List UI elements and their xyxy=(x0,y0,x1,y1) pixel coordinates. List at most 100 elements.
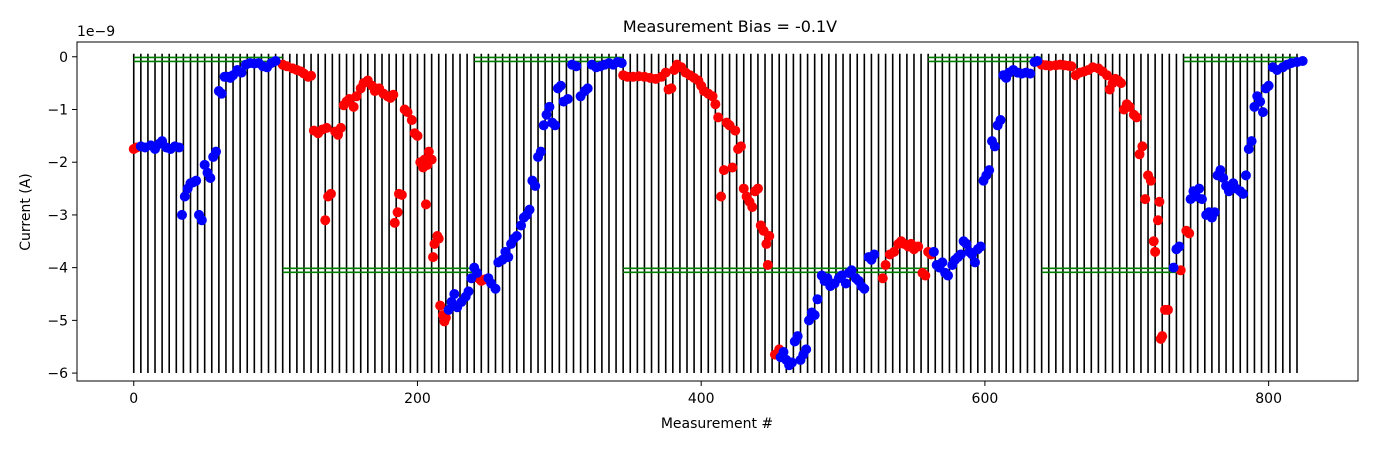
blue-data-point xyxy=(1196,194,1207,205)
y-tick-label: 0 xyxy=(59,50,68,66)
red-data-point xyxy=(1131,112,1142,123)
blue-data-point xyxy=(211,146,222,157)
red-data-point xyxy=(718,165,729,176)
y-tick-label: −1 xyxy=(47,102,68,118)
red-data-point xyxy=(727,162,738,173)
blue-data-point xyxy=(1255,96,1266,107)
blue-data-point xyxy=(216,88,227,99)
blue-data-point xyxy=(270,55,281,66)
blue-data-point xyxy=(840,278,851,289)
blue-data-point xyxy=(846,265,857,276)
blue-data-point xyxy=(1238,188,1249,199)
blue-data-point xyxy=(555,80,566,91)
blue-data-point xyxy=(538,120,549,131)
x-axis-label: Measurement # xyxy=(661,416,773,432)
red-data-point xyxy=(1116,78,1127,89)
red-data-point xyxy=(752,183,763,194)
y-axis-label: Current (A) xyxy=(18,173,34,251)
x-tick-label: 200 xyxy=(404,391,431,407)
red-data-point xyxy=(1148,236,1159,247)
y-tick-label: −2 xyxy=(47,155,68,171)
blue-data-point xyxy=(989,141,1000,152)
red-data-point xyxy=(389,217,400,228)
blue-data-point xyxy=(179,191,190,202)
red-data-point xyxy=(325,188,336,199)
red-data-point xyxy=(402,107,413,118)
red-data-point xyxy=(762,260,773,271)
blue-data-point xyxy=(524,204,535,215)
red-data-point xyxy=(738,183,749,194)
red-data-point xyxy=(716,191,727,202)
red-data-point xyxy=(348,101,359,112)
red-data-point xyxy=(710,99,721,110)
blue-data-point xyxy=(1240,170,1251,181)
blue-data-point xyxy=(943,270,954,281)
blue-data-point xyxy=(205,173,216,184)
plot-frame xyxy=(76,41,1359,382)
blue-data-point xyxy=(809,310,820,321)
red-data-point xyxy=(880,260,891,271)
blue-data-point xyxy=(792,331,803,342)
blue-data-point xyxy=(541,109,552,120)
red-data-point xyxy=(761,238,772,249)
red-data-point xyxy=(764,231,775,242)
red-data-point xyxy=(889,246,900,257)
red-data-point xyxy=(351,91,362,102)
blue-data-point xyxy=(1032,55,1043,66)
red-data-point xyxy=(1134,149,1145,160)
x-axis-ticks: 0 200 400 600 800 xyxy=(129,381,1282,407)
blue-data-point xyxy=(1174,241,1185,252)
y-tick-label: −6 xyxy=(47,366,68,382)
chart-title: Measurement Bias = -0.1V xyxy=(623,17,837,36)
blue-data-point xyxy=(1025,68,1036,79)
blue-data-point xyxy=(1215,165,1226,176)
blue-data-point xyxy=(937,257,948,268)
blue-data-point xyxy=(1243,144,1254,155)
blue-data-point xyxy=(511,231,522,242)
red-data-point xyxy=(440,312,451,323)
y-tick-label: −4 xyxy=(47,261,68,277)
red-data-point xyxy=(877,273,888,284)
red-data-point xyxy=(388,89,399,100)
red-data-point xyxy=(412,130,423,141)
red-data-point xyxy=(306,70,317,81)
x-tick-label: 400 xyxy=(688,391,715,407)
blue-data-point xyxy=(582,83,593,94)
blue-data-point xyxy=(1168,262,1179,273)
blue-data-point xyxy=(544,101,555,112)
red-data-point xyxy=(1162,304,1173,315)
x-tick-label: 600 xyxy=(972,391,999,407)
red-data-point xyxy=(423,146,434,157)
green-reference-segments xyxy=(133,56,1297,274)
red-data-point xyxy=(433,233,444,244)
blue-data-point xyxy=(490,283,501,294)
red-data-point xyxy=(1137,141,1148,152)
blue-data-point xyxy=(199,159,210,170)
blue-data-point xyxy=(176,209,187,220)
red-data-point xyxy=(920,270,931,281)
blue-data-point xyxy=(516,220,527,231)
blue-data-point xyxy=(822,273,833,284)
red-data-point xyxy=(747,202,758,213)
red-data-point xyxy=(1157,331,1168,342)
red-data-point xyxy=(1184,228,1195,239)
x-tick-label: 0 xyxy=(129,391,138,407)
blue-data-point xyxy=(571,61,582,72)
y-tick-label: −5 xyxy=(47,313,68,329)
blue-data-point xyxy=(928,246,939,257)
red-data-point xyxy=(420,199,431,210)
blue-data-point xyxy=(449,289,460,300)
x-tick-label: 800 xyxy=(1255,391,1282,407)
red-data-point xyxy=(321,122,332,133)
blue-data-point xyxy=(812,294,823,305)
blue-data-point xyxy=(472,267,483,278)
y-tick-label: −3 xyxy=(47,208,68,224)
y-scale-multiplier: 1e−9 xyxy=(77,24,115,40)
blue-data-point xyxy=(463,286,474,297)
blue-data-point xyxy=(616,58,627,69)
blue-data-point xyxy=(196,215,207,226)
blue-data-point xyxy=(562,93,573,104)
blue-data-point xyxy=(535,146,546,157)
blue-data-point xyxy=(1218,173,1229,184)
red-data-point xyxy=(707,91,718,102)
